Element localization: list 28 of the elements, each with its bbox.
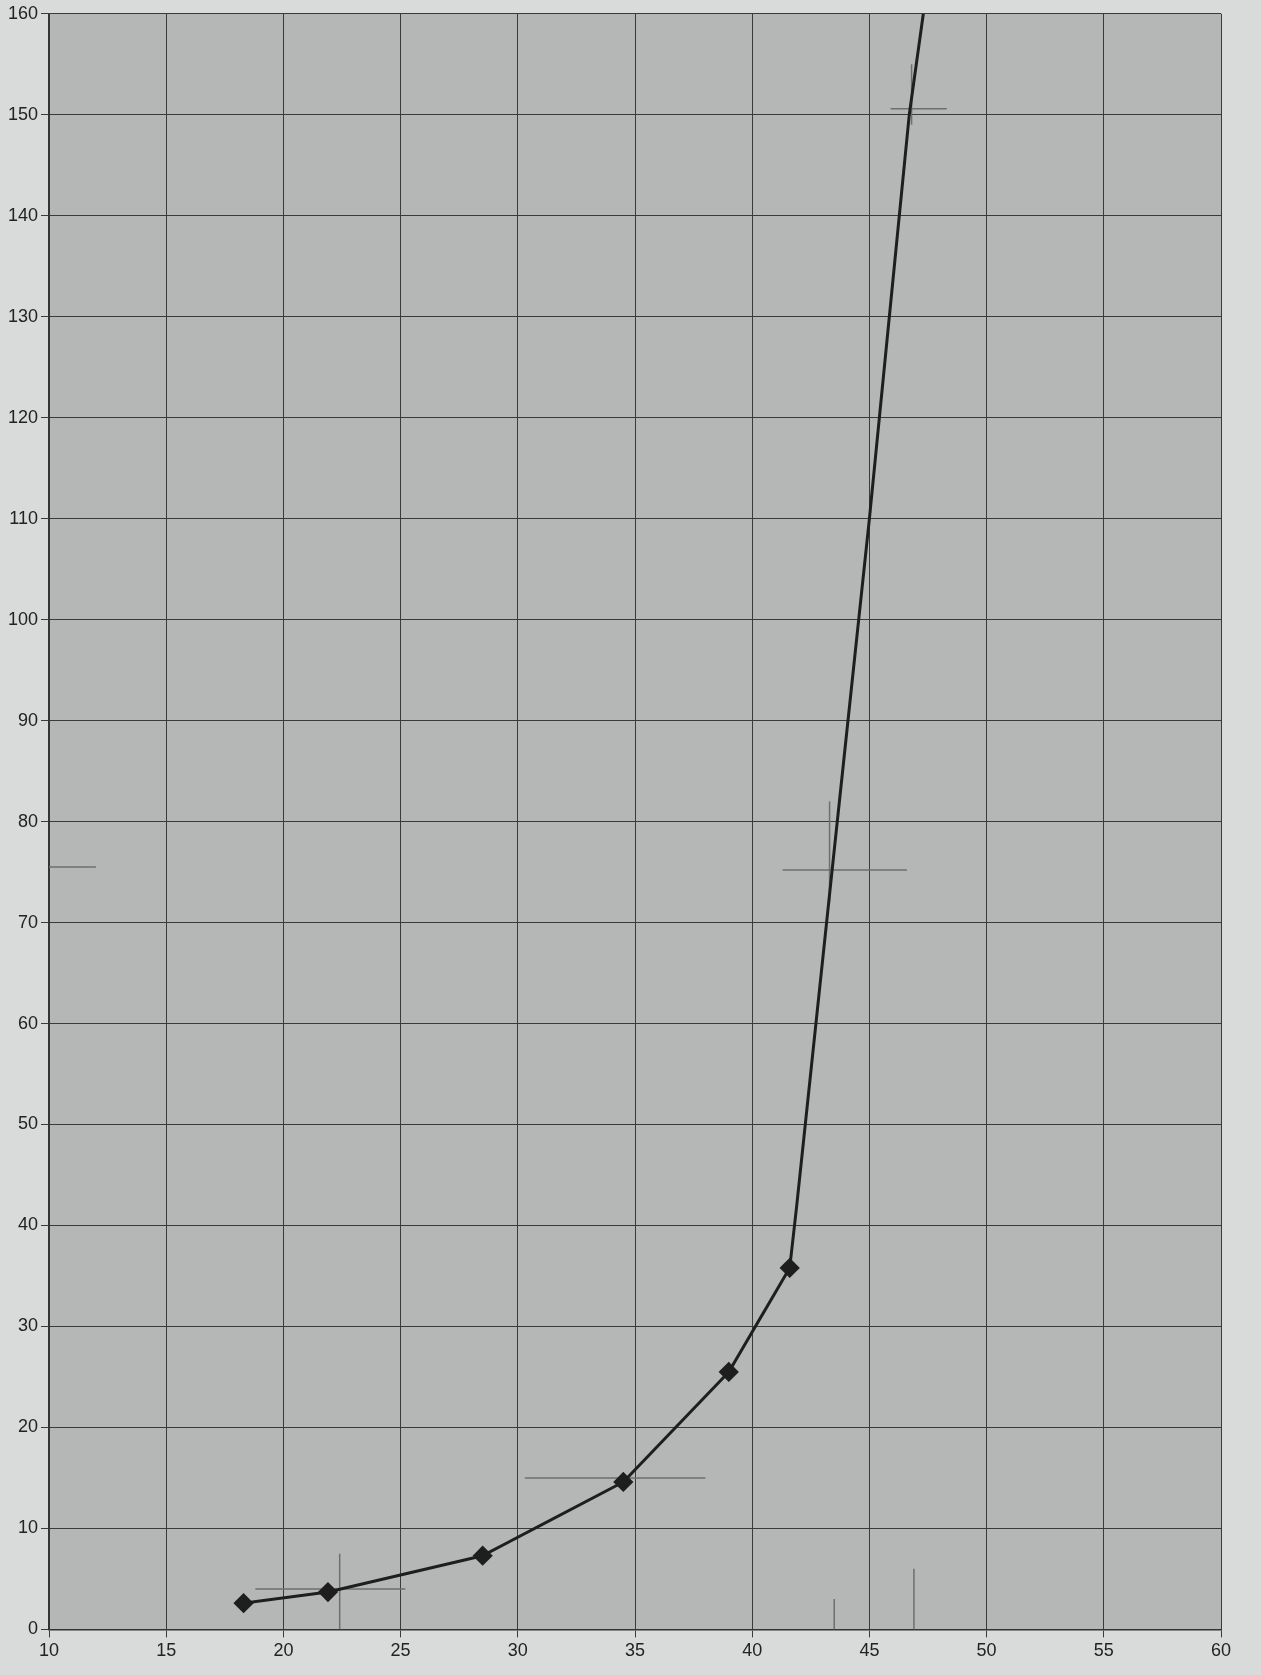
y-tick-label: 40 xyxy=(18,1214,39,1235)
y-tick-label: 90 xyxy=(18,709,39,730)
y-tick-label: 120 xyxy=(7,406,39,427)
x-tick-label: 30 xyxy=(507,1640,528,1661)
y-tick-label: 130 xyxy=(7,305,39,326)
y-tick-label: 0 xyxy=(28,1618,39,1639)
x-tick-label: 25 xyxy=(390,1640,411,1661)
x-tick-label: 35 xyxy=(625,1640,646,1661)
y-tick-label: 110 xyxy=(9,507,39,528)
y-tick-label: 100 xyxy=(7,608,39,629)
y-tick-label: 150 xyxy=(7,103,39,124)
x-tick-label: 15 xyxy=(156,1640,177,1661)
y-tick-label: 20 xyxy=(18,1416,39,1437)
x-tick-label: 60 xyxy=(1210,1640,1232,1661)
x-tick-label: 20 xyxy=(273,1640,294,1661)
x-tick-label: 40 xyxy=(742,1640,763,1661)
y-tick-label: 160 xyxy=(7,2,39,23)
y-tick-label: 140 xyxy=(7,204,39,225)
y-tick-label: 80 xyxy=(18,810,39,831)
y-tick-label: 30 xyxy=(18,1315,39,1336)
x-tick-label: 55 xyxy=(1093,1640,1114,1661)
y-tick-label: 60 xyxy=(18,1012,39,1033)
y-tick-label: 70 xyxy=(18,911,39,932)
y-tick-label: 50 xyxy=(18,1113,39,1134)
y-tick-label: 10 xyxy=(18,1517,39,1538)
x-tick-label: 10 xyxy=(39,1640,60,1661)
x-tick-label: 45 xyxy=(859,1640,880,1661)
x-tick-label: 50 xyxy=(976,1640,997,1661)
